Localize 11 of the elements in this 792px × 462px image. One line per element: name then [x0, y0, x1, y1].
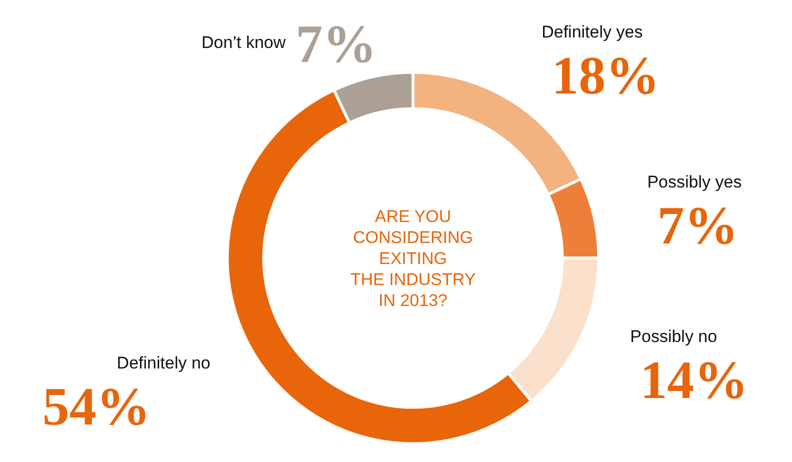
slice-label: Definitely no — [116, 354, 210, 373]
slice-label: Definitely yes — [542, 22, 643, 42]
data-label: 7% — [296, 14, 377, 74]
slice-label: Possibly no — [630, 327, 718, 346]
data-label: 7% — [657, 196, 738, 256]
data-label: 18% — [552, 45, 660, 106]
text: ARE YOU CONSIDERING EXITING THE INDUSTRY IN 2013? — [350, 207, 476, 310]
slice-label: Don’t know — [202, 33, 286, 52]
data-label: 14% — [640, 350, 748, 410]
slice-label: Possibly yes — [647, 172, 742, 192]
data-label: 54% — [42, 376, 150, 437]
